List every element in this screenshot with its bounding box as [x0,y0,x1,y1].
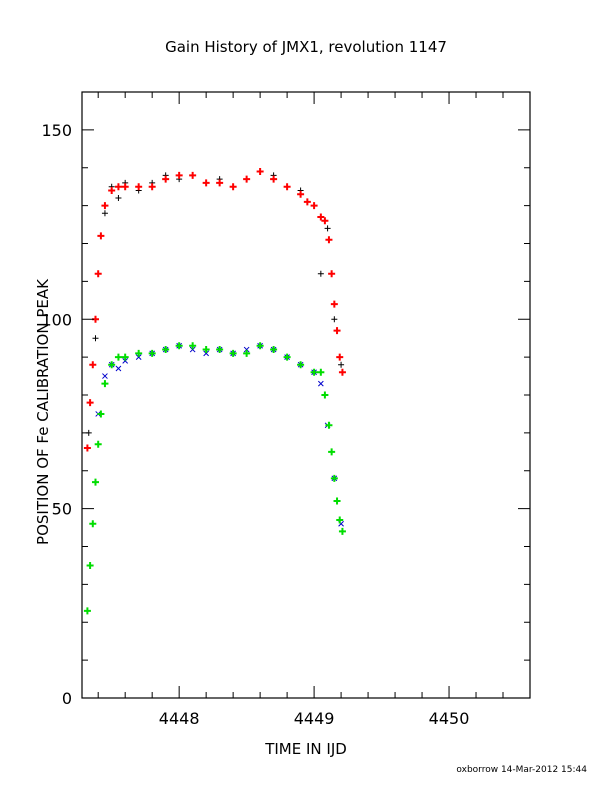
data-point [162,175,170,183]
data-point [202,346,210,354]
data-point [283,183,291,191]
x-tick-label: 4448 [159,709,200,728]
data-point [148,183,156,191]
data-point [325,421,333,429]
axis-ticks: 0 50 100 150 4448 4449 4450 [41,91,531,728]
data-point [338,361,345,368]
data-point [243,349,251,357]
data-point [135,354,142,360]
data-point [317,213,325,221]
data-point [114,183,122,191]
data-point [325,236,333,244]
data-point [333,497,341,505]
data-point [338,368,346,376]
data-point [162,346,170,354]
data-point [256,342,264,350]
data-point [115,365,122,372]
data-point [108,186,116,194]
data-point [101,210,108,217]
data-point [328,448,336,456]
data-point [243,175,251,183]
data-point [92,335,99,342]
data-point [321,391,329,399]
data-point [122,358,129,364]
data-point [108,361,116,369]
data-point [148,349,156,357]
data-point [101,202,109,210]
data-point [229,349,237,357]
data-point [135,349,143,357]
data-point [114,353,122,361]
data-point [101,380,109,388]
y-tick-label: 150 [41,121,72,140]
data-point [89,520,97,528]
data-point [216,346,224,354]
data-point [89,361,97,369]
data-point [324,225,331,232]
data-point [91,478,99,486]
data-point [330,300,338,308]
data-point [115,195,122,202]
chart-title: Gain History of JMX1, revolution 1147 [165,38,447,56]
data-point [189,342,197,350]
data-point [331,316,338,323]
y-tick-label: 100 [41,310,72,329]
data-point [202,179,210,187]
data-point [94,440,102,448]
data-point [83,444,91,452]
data-point [303,198,311,206]
data-point [336,353,344,361]
data-point [310,202,318,210]
data-point [328,270,336,278]
data-point [321,217,329,225]
data-point [333,327,341,335]
data-point [135,183,143,191]
data-point [330,474,338,482]
data-point [270,175,278,183]
data-point [297,361,305,369]
data-point [216,179,224,187]
data-point [310,368,318,376]
data-point [297,190,305,198]
data-point [336,516,344,524]
data-point [94,270,102,278]
data-point [317,368,325,376]
data-point [121,183,129,191]
data-point [86,399,94,407]
data-point [317,270,324,277]
data-point [283,353,291,361]
data-point [175,342,183,350]
y-tick-label: 0 [62,689,72,708]
data-point [97,232,105,240]
data-point [189,346,196,353]
data-point [317,380,324,387]
footer-stamp: oxborrow 14-Mar-2012 15:44 [456,765,587,775]
data-point [83,607,91,615]
y-tick-label: 50 [52,500,72,519]
data-point [102,373,108,379]
data-point [175,171,183,179]
data-marks [83,168,346,615]
x-axis-label: TIME IN IJD [264,740,347,758]
data-point [121,353,129,361]
y-axis-label: POSITION OF Fe CALIBRATION PEAK [34,278,52,545]
data-point [256,168,264,176]
data-point [86,561,94,569]
data-point [203,350,209,357]
x-tick-label: 4450 [429,709,470,728]
data-point [229,183,237,191]
data-point [97,410,105,418]
x-tick-label: 4449 [294,709,335,728]
data-point [189,171,197,179]
data-point [270,346,278,354]
data-point [338,527,346,535]
data-point [243,346,250,353]
